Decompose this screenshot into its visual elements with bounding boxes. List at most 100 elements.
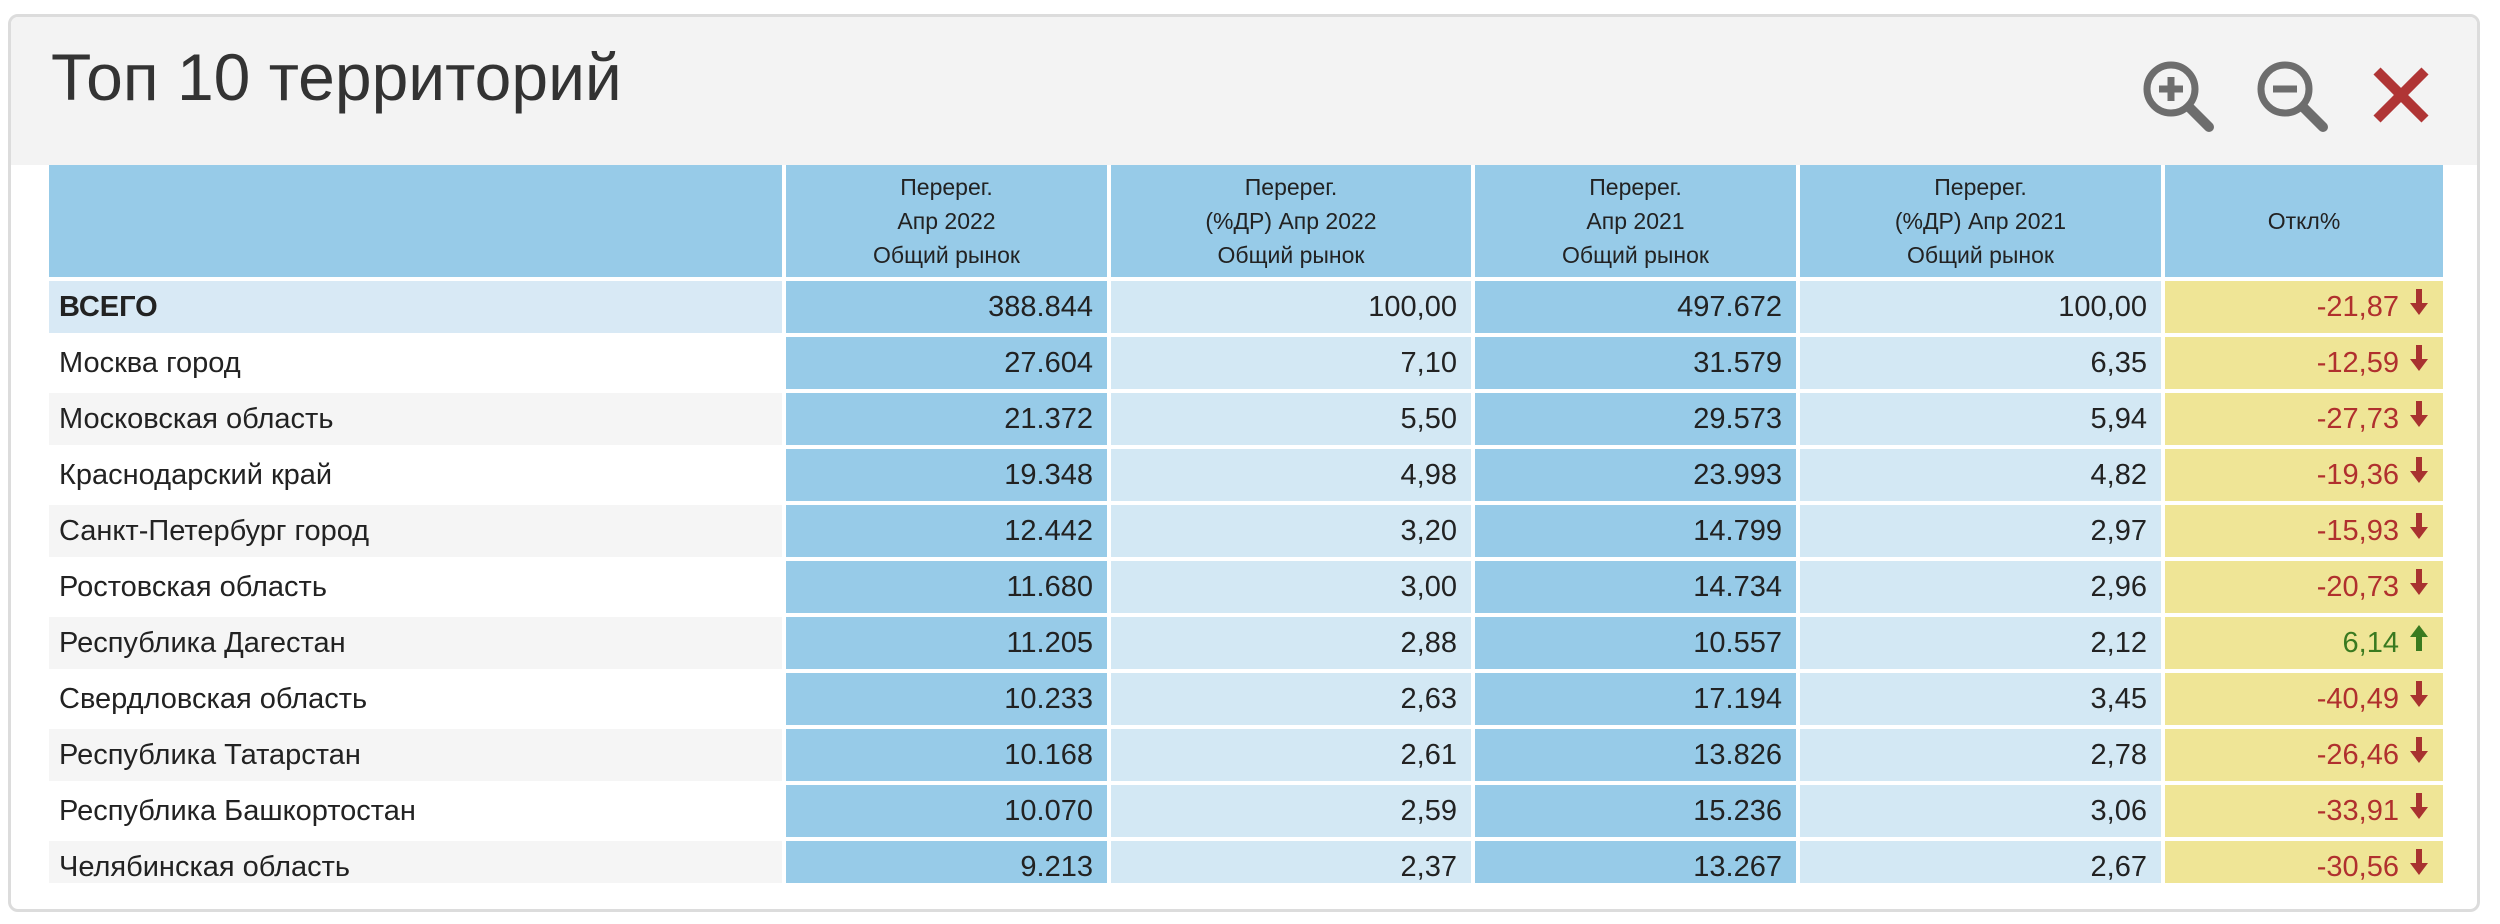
value-cell: 2,59 xyxy=(1111,785,1471,837)
value-cell: 10.070 xyxy=(786,785,1107,837)
value-cell: -26,46 xyxy=(2165,729,2443,781)
column-header-line: Апр 2022 xyxy=(897,208,996,234)
value-cell: 9.213 xyxy=(786,841,1107,883)
value-cell: 29.573 xyxy=(1475,393,1796,445)
value-cell: 10.557 xyxy=(1475,617,1796,669)
value-cell: 2,61 xyxy=(1111,729,1471,781)
data-table: Перерег. Апр 2022 Общий рынок Перерег. (%ДР)… xyxy=(49,165,2447,883)
column-header: Перерег. Апр 2021 Общий рынок xyxy=(1475,165,1796,277)
column-header-line: Перерег. xyxy=(1934,174,2027,200)
value-cell: 2,88 xyxy=(1111,617,1471,669)
value-cell: 6,35 xyxy=(1800,337,2161,389)
column-header-line: Общий рынок xyxy=(1907,242,2054,268)
column-header xyxy=(49,165,782,277)
trend-down-arrow xyxy=(2410,569,2428,595)
value-cell: -27,73 xyxy=(2165,393,2443,445)
value-cell: 11.205 xyxy=(786,617,1107,669)
column-header-line: Апр 2021 xyxy=(1586,208,1685,234)
value-cell: -30,56 xyxy=(2165,841,2443,883)
trend-down-arrow xyxy=(2410,849,2428,875)
value-cell: 5,50 xyxy=(1111,393,1471,445)
territory-cell: Ростовская область xyxy=(49,561,782,613)
data-row: Санкт-Петербург город 12.442 3,20 14.799 2,9… xyxy=(49,505,2443,557)
value-cell: 3,00 xyxy=(1111,561,1471,613)
column-header-line: (%ДР) Апр 2022 xyxy=(1205,208,1377,234)
widget-panel: Топ 10 территорий Перерег. Апр 2022 Общий … xyxy=(8,14,2480,912)
column-header-line: Общий рынок xyxy=(1562,242,1709,268)
value-cell: 3,45 xyxy=(1800,673,2161,725)
data-row: Республика Башкортостан 10.070 2,59 15.236 3… xyxy=(49,785,2443,837)
table-container: Перерег. Апр 2022 Общий рынок Перерег. (%ДР)… xyxy=(49,165,2447,883)
value-cell: 2,97 xyxy=(1800,505,2161,557)
zoom-out-button[interactable] xyxy=(2253,57,2329,133)
territory-cell: ВСЕГО xyxy=(49,281,782,333)
column-header-line: (%ДР) Апр 2021 xyxy=(1894,208,2067,234)
value-cell: -12,59 xyxy=(2165,337,2443,389)
value-cell: 3,20 xyxy=(1111,505,1471,557)
value-cell: 4,82 xyxy=(1800,449,2161,501)
zoom-in-button[interactable] xyxy=(2139,57,2215,133)
data-row: Краснодарский край 19.348 4,98 23.993 4,82 -1… xyxy=(49,449,2443,501)
territory-cell: Московская область xyxy=(49,393,782,445)
value-cell: 10.168 xyxy=(786,729,1107,781)
data-row: Москва город 27.604 7,10 31.579 6,35 -12,59 xyxy=(49,337,2443,389)
data-row: Республика Дагестан 11.205 2,88 10.557 2,12 6… xyxy=(49,617,2443,669)
value-cell: 7,10 xyxy=(1111,337,1471,389)
value-cell: 100,00 xyxy=(1111,281,1471,333)
value-cell: 2,96 xyxy=(1800,561,2161,613)
value-cell: 17.194 xyxy=(1475,673,1796,725)
value-cell: 27.604 xyxy=(786,337,1107,389)
data-row: Республика Татарстан 10.168 2,61 13.826 2,78… xyxy=(49,729,2443,781)
value-cell: 2,37 xyxy=(1111,841,1471,883)
header-row: Перерег. Апр 2022 Общий рынок Перерег. (%ДР)… xyxy=(49,165,2443,277)
value-cell: 100,00 xyxy=(1800,281,2161,333)
close-button[interactable] xyxy=(2363,57,2439,133)
column-header: Перерег. (%ДР) Апр 2021 Общий рынок xyxy=(1800,165,2161,277)
value-cell: 11.680 xyxy=(786,561,1107,613)
value-cell: -19,36 xyxy=(2165,449,2443,501)
territory-cell: Свердловская область xyxy=(49,673,782,725)
value-cell: 497.672 xyxy=(1475,281,1796,333)
value-cell: 19.348 xyxy=(786,449,1107,501)
value-cell: -20,73 xyxy=(2165,561,2443,613)
territory-cell: Москва город xyxy=(49,337,782,389)
trend-down-arrow xyxy=(2410,737,2428,763)
value-cell: 14.734 xyxy=(1475,561,1796,613)
value-cell: 15.236 xyxy=(1475,785,1796,837)
value-cell: 14.799 xyxy=(1475,505,1796,557)
value-cell: 2,67 xyxy=(1800,841,2161,883)
column-header: Перерег. (%ДР) Апр 2022 Общий рынок xyxy=(1111,165,1471,277)
trend-down-arrow xyxy=(2410,345,2428,371)
trend-down-arrow xyxy=(2410,513,2428,539)
value-cell: 2,63 xyxy=(1111,673,1471,725)
column-header: Откл% xyxy=(2165,165,2443,277)
territory-cell: Республика Башкортостан xyxy=(49,785,782,837)
data-row: Московская область 21.372 5,50 29.573 5,94 -2… xyxy=(49,393,2443,445)
value-cell: 4,98 xyxy=(1111,449,1471,501)
territory-cell: Челябинская область xyxy=(49,841,782,883)
value-cell: -40,49 xyxy=(2165,673,2443,725)
value-cell: 13.826 xyxy=(1475,729,1796,781)
column-header-line: Общий рынок xyxy=(873,242,1020,268)
trend-down-arrow xyxy=(2410,681,2428,707)
value-cell: 10.233 xyxy=(786,673,1107,725)
territory-cell: Краснодарский край xyxy=(49,449,782,501)
value-cell: 21.372 xyxy=(786,393,1107,445)
data-row: Свердловская область 10.233 2,63 17.194 3,45… xyxy=(49,673,2443,725)
trend-down-arrow xyxy=(2410,457,2428,483)
territory-cell: Санкт-Петербург город xyxy=(49,505,782,557)
total-row: ВСЕГО 388.844 100,00 497.672 100,00 -21,87 xyxy=(49,281,2443,333)
column-header-line: Перерег. xyxy=(900,174,993,200)
column-header-line: Откл% xyxy=(2267,208,2341,234)
value-cell: 5,94 xyxy=(1800,393,2161,445)
widget-header: Топ 10 территорий xyxy=(11,17,2477,165)
data-row: Челябинская область 9.213 2,37 13.267 2,67 -3… xyxy=(49,841,2443,883)
value-cell: -15,93 xyxy=(2165,505,2443,557)
value-cell: 388.844 xyxy=(786,281,1107,333)
value-cell: 31.579 xyxy=(1475,337,1796,389)
value-cell: -21,87 xyxy=(2165,281,2443,333)
column-header: Перерег. Апр 2022 Общий рынок xyxy=(786,165,1107,277)
widget-title: Топ 10 территорий xyxy=(51,40,622,114)
value-cell: 12.442 xyxy=(786,505,1107,557)
